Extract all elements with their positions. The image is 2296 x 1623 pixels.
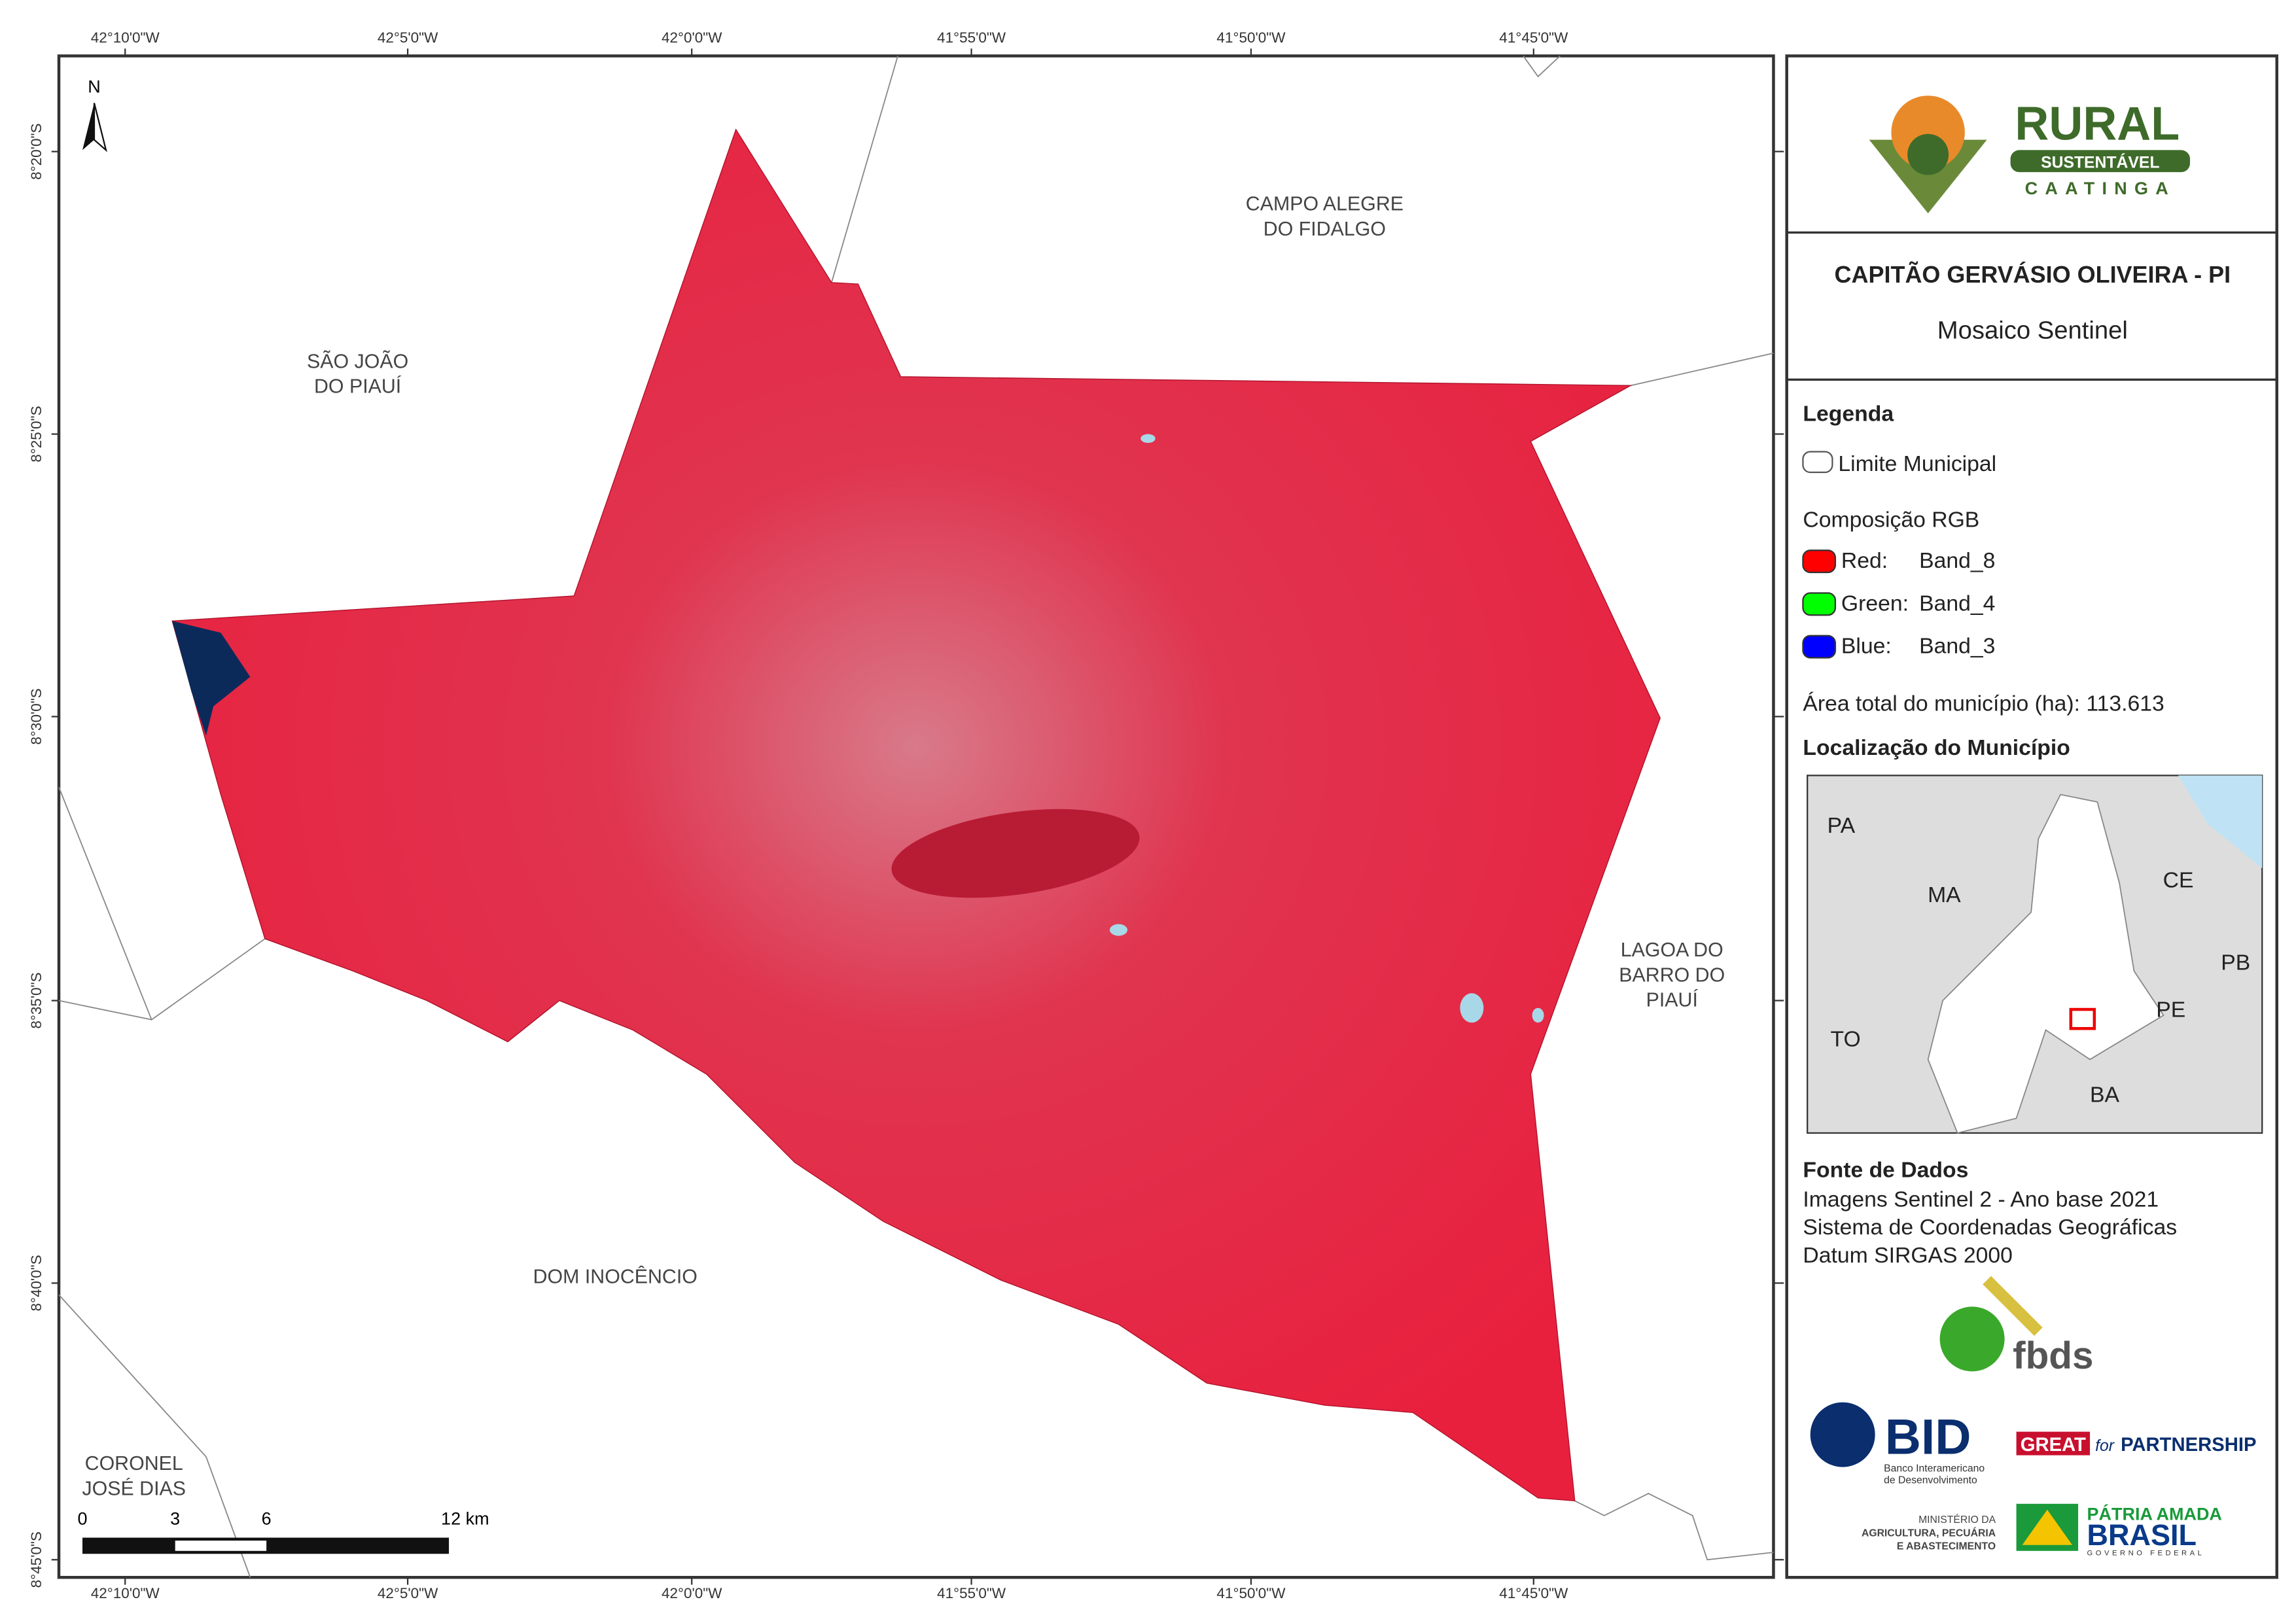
coordinate-labels: 42°10'0"W 42°5'0"W 42°0'0"W 41°55'0"W 41°50'… <box>28 29 1784 1601</box>
sources-title: Fonte de Dados <box>1803 1157 1968 1182</box>
top-coordinate: 41°45'0"W <box>1499 29 1568 46</box>
band-swatch <box>1802 635 1837 659</box>
band-name: Band_4 <box>1919 591 1995 616</box>
place-label: PIAUÍ <box>1646 990 1699 1011</box>
inset-label: PB <box>2221 950 2250 975</box>
place-label: BARRO DO <box>1619 964 1725 986</box>
place-label: DOM INOCÊNCIO <box>533 1266 698 1287</box>
inset-label: PA <box>1828 813 1856 838</box>
legend-title: Legenda <box>1803 401 1894 426</box>
inset-label: PE <box>2156 997 2185 1022</box>
band-name: Band_8 <box>1919 548 1995 573</box>
bottom-coordinate: 41°50'0"W <box>1216 1585 1286 1601</box>
north-label: N <box>88 77 101 97</box>
bottom-coordinate: 42°0'0"W <box>662 1585 722 1601</box>
great-for: for <box>2095 1437 2115 1455</box>
place-label: SÃO JOÃO <box>307 350 408 372</box>
brasil: BRASIL <box>2087 1518 2197 1552</box>
area-label: Área total do município (ha): 113.613 <box>1803 691 2164 716</box>
bottom-coordinate: 42°5'0"W <box>378 1585 438 1601</box>
band-channel: Blue: <box>1841 634 1892 659</box>
scale-label: 12 km <box>441 1509 489 1528</box>
ministry: MINISTÉRIO DA <box>1918 1513 1996 1526</box>
map-frame: N 0 3 6 12 km <box>57 54 1775 1579</box>
municipality-image <box>171 128 1661 1502</box>
left-coordinate: 8°45'0"S <box>28 1531 44 1588</box>
band-swatch <box>1802 592 1837 616</box>
source-line: Imagens Sentinel 2 - Ano base 2021 <box>1803 1187 2159 1212</box>
great-logo: GREAT <box>2021 1435 2086 1456</box>
scale-label: 0 <box>77 1509 87 1528</box>
ministry: AGRICULTURA, PECUÁRIA <box>1862 1526 1996 1539</box>
logo-region: CAATINGA <box>2025 179 2176 198</box>
inset-label: TO <box>1831 1026 1861 1051</box>
left-coordinate: 8°40'0"S <box>28 1255 44 1311</box>
location-inset <box>1807 775 2263 1134</box>
source-line: Datum SIRGAS 2000 <box>1803 1243 2012 1268</box>
water-bodies <box>1110 434 1544 1023</box>
top-coordinate: 42°5'0"W <box>378 29 438 46</box>
location-title: Localização do Município <box>1803 735 2070 760</box>
place-label: CAMPO ALEGRE <box>1246 194 1404 215</box>
rgb-title: Composição RGB <box>1803 507 1979 532</box>
brasil-sub: GOVERNO FEDERAL <box>2087 1550 2205 1558</box>
fbds-logo: fbds <box>2013 1335 2093 1377</box>
place-label: CORONEL <box>85 1453 183 1475</box>
scale-label: 6 <box>262 1509 272 1528</box>
place-label: DO FIDALGO <box>1263 218 1386 240</box>
scale-bar: 0 3 6 12 km <box>77 1509 489 1554</box>
top-coordinate: 42°0'0"W <box>662 29 722 46</box>
logo-word: RURAL <box>2015 98 2180 150</box>
left-coordinate: 8°35'0"S <box>28 972 44 1028</box>
band-legend: Red: Band_8 Green: Band_4 Blue: Band_3 <box>1802 548 1995 659</box>
inset-label: MA <box>1928 882 1961 907</box>
sources: Imagens Sentinel 2 - Ano base 2021 Sistem… <box>1803 1187 2177 1267</box>
source-line: Sistema de Coordenadas Geográficas <box>1803 1215 2177 1240</box>
left-coordinate: 8°25'0"S <box>28 406 44 462</box>
map-subtitle: Mosaico Sentinel <box>1937 316 2128 344</box>
bid-name: de Desenvolvimento <box>1884 1475 1977 1486</box>
left-coordinate: 8°20'0"S <box>28 124 44 180</box>
scale-label: 3 <box>170 1509 180 1528</box>
place-label: JOSÉ DIAS <box>82 1478 186 1499</box>
bid-logo: BID <box>1885 1409 1971 1465</box>
bid-name: Banco Interamericano <box>1884 1463 1985 1474</box>
top-coordinate: 41°50'0"W <box>1216 29 1286 46</box>
place-labels: CAMPO ALEGRE DO FIDALGO SÃO JOÃO DO PIAUÍ LA… <box>82 194 1725 1500</box>
plateau <box>891 809 1140 898</box>
reservoir <box>172 621 251 736</box>
place-label: LAGOA DO <box>1621 939 1723 961</box>
bottom-coordinate: 41°45'0"W <box>1499 1585 1568 1601</box>
left-coordinate: 8°30'0"S <box>28 688 44 744</box>
boundary-label: Limite Municipal <box>1838 451 1996 476</box>
ministry: E ABASTECIMENTO <box>1897 1541 1996 1552</box>
band-channel: Red: <box>1841 548 1888 573</box>
inset-labels: PA MA CE PB PE TO BA <box>1828 813 2251 1108</box>
bottom-coordinate: 41°55'0"W <box>937 1585 1006 1601</box>
bottom-coordinate: 42°10'0"W <box>91 1585 160 1601</box>
top-coordinate: 41°55'0"W <box>937 29 1006 46</box>
map-title: CAPITÃO GERVÁSIO OLIVEIRA - PI <box>1835 261 2231 288</box>
top-coordinate: 42°10'0"W <box>91 29 160 46</box>
band-swatch <box>1802 550 1837 574</box>
logo-band: SUSTENTÁVEL <box>2041 153 2159 171</box>
boundary-swatch <box>1802 451 1833 474</box>
great-partnership: PARTNERSHIP <box>2121 1435 2256 1456</box>
band-name: Band_3 <box>1919 634 1995 659</box>
rural-logo: RURAL SUSTENTÁVEL CAATINGA <box>1869 96 2191 214</box>
place-label: DO PIAUÍ <box>314 376 402 398</box>
partner-logos: fbds BID Banco Interamericano de Desenvo… <box>1810 1276 2256 1558</box>
brasil-top: PÁTRIA AMADA <box>2087 1504 2222 1524</box>
inset-label: BA <box>2090 1083 2119 1108</box>
side-panel: RURAL SUSTENTÁVEL CAATINGA CAPITÃO GERVÁ… <box>1785 54 2278 1579</box>
band-channel: Green: <box>1841 591 1909 616</box>
inset-label: CE <box>2163 867 2194 892</box>
